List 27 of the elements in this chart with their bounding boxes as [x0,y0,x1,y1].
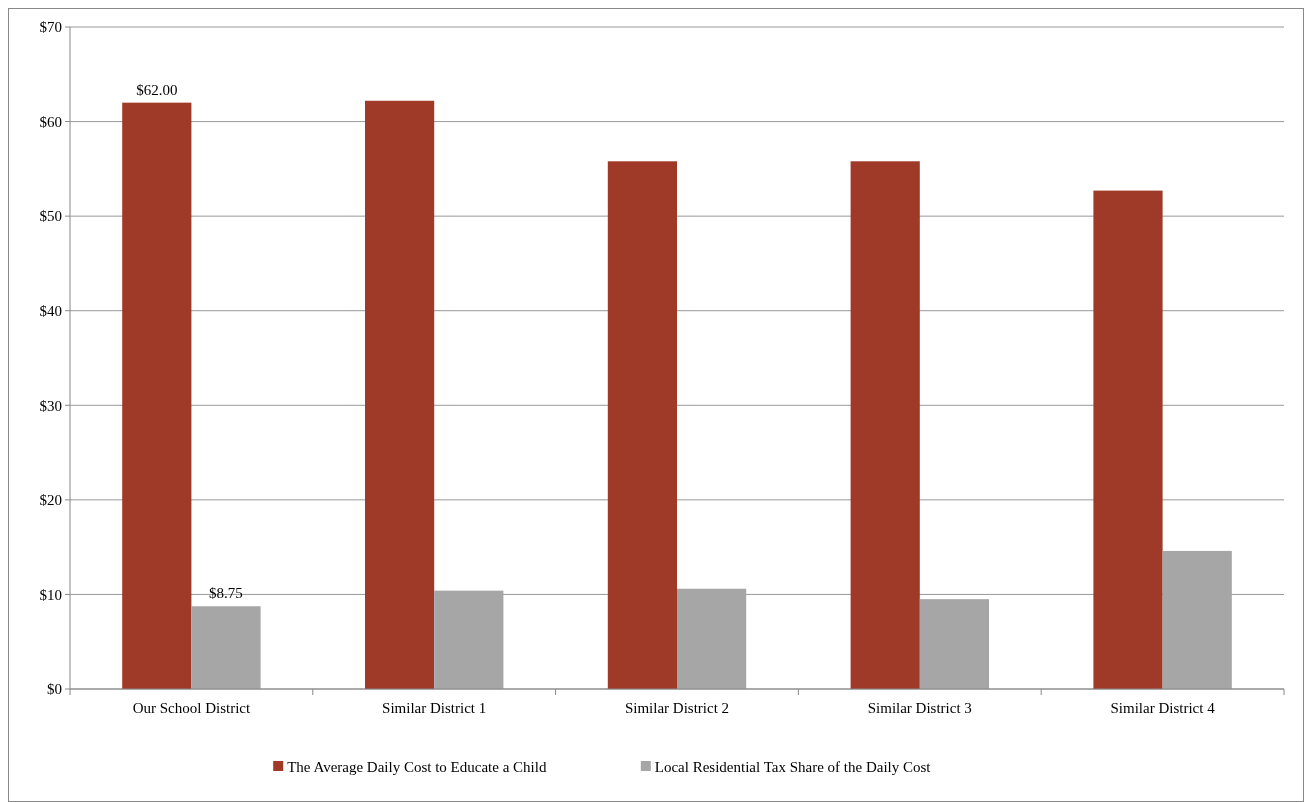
legend-label: The Average Daily Cost to Educate a Child [287,759,547,776]
y-tick-label: $50 [39,208,62,225]
bar [607,161,677,689]
data-label: $8.75 [209,585,243,602]
y-tick-label: $20 [39,492,62,509]
y-tick-label: $0 [47,681,62,698]
legend-label: Local Residential Tax Share of the Daily Cost [654,759,932,776]
y-tick-label: $60 [39,113,62,130]
bar [434,590,504,689]
y-tick-label: $30 [39,397,62,414]
y-tick-label: $10 [39,586,62,603]
y-tick-label: $70 [39,19,62,36]
bar [122,102,192,689]
x-tick-label: Our School District [132,700,251,716]
bar [677,588,747,689]
data-label: $62.00 [136,81,178,98]
y-tick-label: $40 [39,302,62,319]
x-tick-label: Similar District 1 [382,700,487,716]
bar [919,599,989,689]
bar [1162,550,1232,689]
bar [191,606,261,689]
bar [1093,190,1163,689]
x-tick-label: Similar District 4 [1110,700,1216,716]
x-tick-label: Similar District 2 [624,700,730,716]
bar [365,100,435,689]
bar [850,161,920,689]
x-tick-label: Similar District 3 [867,700,972,716]
